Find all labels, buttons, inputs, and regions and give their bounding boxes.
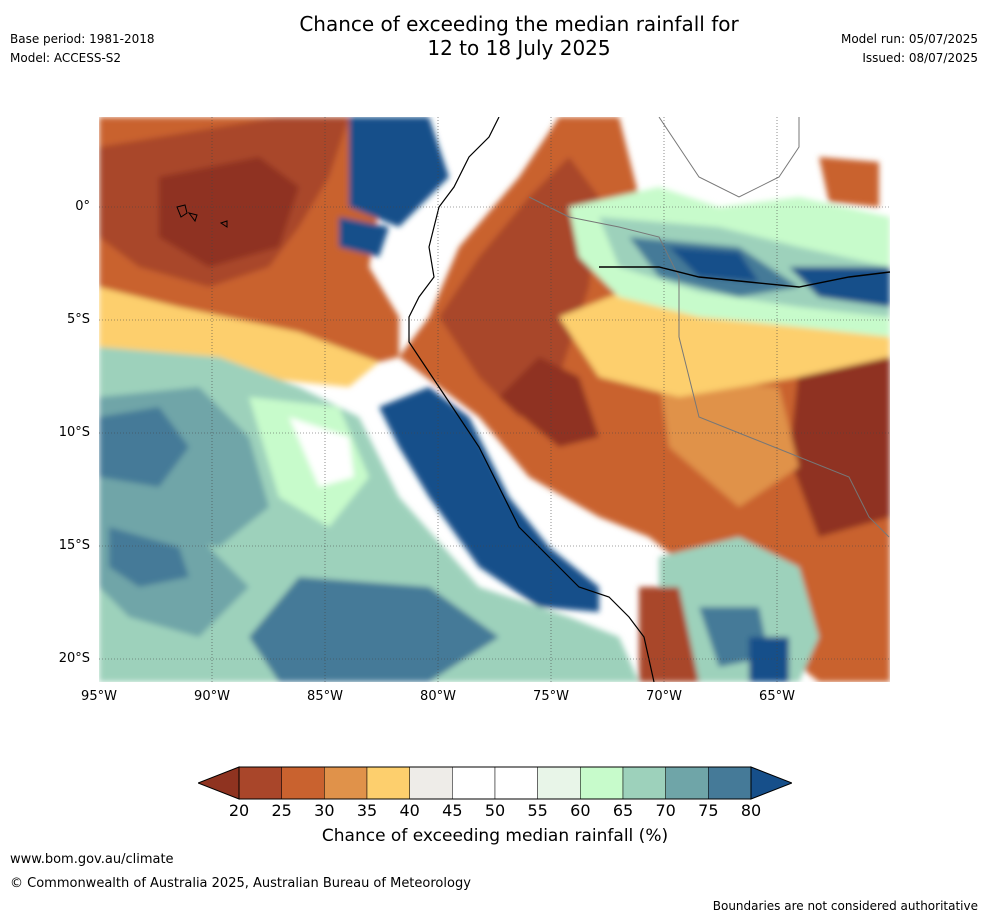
- country-border-north: [658, 117, 800, 198]
- amazon-river: [599, 266, 890, 288]
- colorbar-tick-label: 60: [570, 801, 591, 820]
- lon-label-70w: 70°W: [646, 689, 682, 704]
- gridlines: [99, 117, 890, 682]
- colorbar-tick-label: 50: [484, 801, 506, 820]
- lon-label-90w: 90°W: [194, 689, 230, 704]
- lat-label-10s: 10°S: [58, 425, 90, 440]
- base-period: Base period: 1981-2018: [10, 32, 155, 46]
- map-canvas: [99, 117, 890, 682]
- colorbar-under-arrow: [196, 766, 240, 800]
- colorbar-tick-label: 75: [698, 801, 719, 820]
- colorbar-bin: [366, 766, 410, 800]
- colorbar-bin: [537, 766, 581, 800]
- colorbar-tick-label: 70: [655, 801, 676, 820]
- country-border: [528, 196, 890, 538]
- colorbar-bin: [494, 766, 538, 800]
- meta-left: Base period: 1981-2018 Model: ACCESS-S2: [10, 30, 155, 68]
- rainfall-map: [99, 117, 890, 682]
- colorbar-tick-label: 80: [740, 801, 762, 820]
- probability-field: [99, 117, 890, 682]
- colorbar-bin: [452, 766, 496, 800]
- colorbar-bin: [665, 766, 709, 800]
- lat-label-5s: 5°S: [66, 312, 90, 327]
- title-line-2: 12 to 18 July 2025: [427, 36, 611, 60]
- colorbar-tick-label: 30: [314, 801, 335, 820]
- colorbar-svg: [196, 766, 794, 800]
- colorbar-tick-label: 45: [442, 801, 463, 820]
- colorbar-tick-label: 40: [399, 801, 420, 820]
- lon-label-75w: 75°W: [533, 689, 569, 704]
- colorbar-bin: [622, 766, 666, 800]
- title-line-1: Chance of exceeding the median rainfall …: [299, 12, 739, 36]
- footer-copyright: © Commonwealth of Australia 2025, Austra…: [10, 876, 471, 891]
- colorbar-frame: [238, 766, 752, 800]
- colorbar-bins: [238, 766, 752, 800]
- lon-label-85w: 85°W: [307, 689, 343, 704]
- colorbar-bin: [708, 766, 752, 800]
- colorbar-bin: [238, 766, 282, 800]
- colorbar-over-arrow: [750, 766, 794, 800]
- lat-label-0: 0°: [75, 199, 90, 214]
- meta-right: Model run: 05/07/2025 Issued: 08/07/2025: [841, 30, 978, 68]
- lon-label-65w: 65°W: [759, 689, 795, 704]
- issued-date: Issued: 08/07/2025: [862, 51, 978, 65]
- colorbar-bin: [409, 766, 453, 800]
- chart-title: Chance of exceeding the median rainfall …: [0, 12, 988, 60]
- footer-disclaimer: Boundaries are not considered authoritat…: [712, 899, 978, 913]
- coastline: [408, 117, 655, 682]
- model-name: Model: ACCESS-S2: [10, 51, 122, 65]
- colorbar-label: Chance of exceeding median rainfall (%): [321, 826, 669, 846]
- colorbar-tick-label: 25: [271, 801, 292, 820]
- footer-url[interactable]: www.bom.gov.au/climate: [10, 852, 174, 867]
- colorbar: [196, 766, 794, 800]
- colorbar-bin: [580, 766, 624, 800]
- lon-label-95w: 95°W: [81, 689, 117, 704]
- colorbar-tick-label: 65: [612, 801, 634, 820]
- lat-label-20s: 20°S: [58, 651, 90, 666]
- colorbar-tick-label: 55: [527, 801, 548, 820]
- lat-label-15s: 15°S: [58, 538, 90, 553]
- colorbar-bin: [281, 766, 325, 800]
- colorbar-tick-label: 20: [228, 801, 250, 820]
- model-run: Model run: 05/07/2025: [840, 32, 978, 46]
- colorbar-bin: [324, 766, 368, 800]
- colorbar-tick-label: 35: [356, 801, 378, 820]
- galapagos-islands: [176, 204, 228, 228]
- lon-label-80w: 80°W: [420, 689, 456, 704]
